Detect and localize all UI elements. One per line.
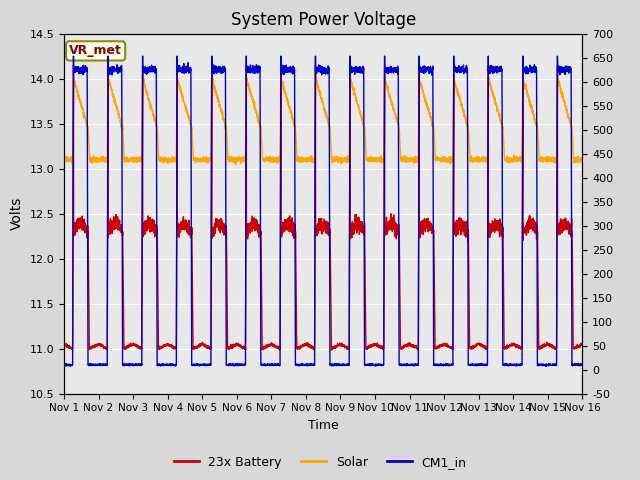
Text: VR_met: VR_met <box>69 44 122 58</box>
Title: System Power Voltage: System Power Voltage <box>230 11 416 29</box>
Legend: 23x Battery, Solar, CM1_in: 23x Battery, Solar, CM1_in <box>168 451 472 474</box>
X-axis label: Time: Time <box>308 419 339 432</box>
Y-axis label: Volts: Volts <box>10 197 24 230</box>
